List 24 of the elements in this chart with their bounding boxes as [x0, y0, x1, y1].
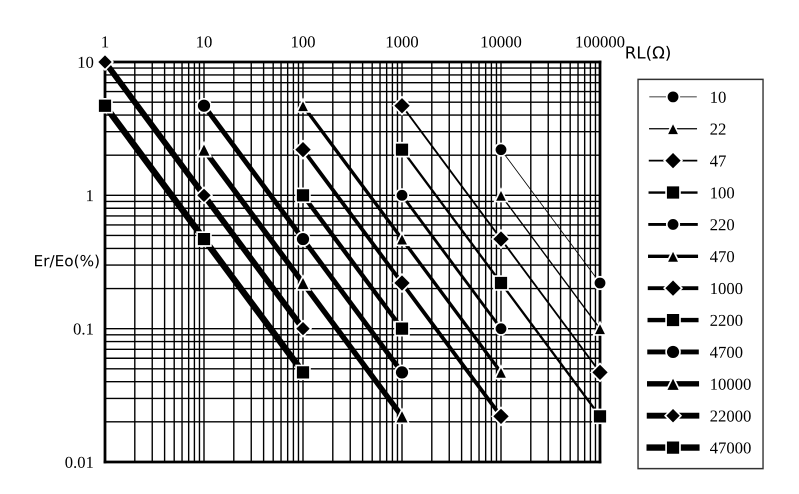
legend-label: 100 — [711, 187, 734, 199]
x-axis-title: RL(Ω) — [626, 46, 670, 61]
legend-label: 10000 — [711, 378, 751, 390]
legend-label: 2200 — [710, 314, 742, 326]
legend-label: 47 — [710, 155, 726, 166]
x-tick-label: 10 — [197, 36, 212, 48]
legend-label: 470 — [710, 251, 734, 262]
y-tick-label: 0.01 — [65, 456, 93, 468]
legend-label: 10 — [711, 92, 726, 103]
x-tick-label: 100 — [292, 36, 315, 48]
y-tick-label: 0.1 — [74, 323, 93, 335]
y-tick-label: 10 — [78, 56, 94, 68]
x-tick-label: 1000 — [386, 36, 418, 48]
x-tick-label: 1 — [102, 36, 108, 48]
legend-label: 220 — [710, 219, 734, 230]
y-axis-title: Er/Eo(%) — [35, 254, 99, 268]
x-tick-label: 100000 — [576, 36, 624, 48]
y-tick-label: 1 — [87, 190, 93, 202]
x-tick-label: 10000 — [482, 36, 522, 48]
legend-label: 1000 — [711, 282, 742, 294]
legend-label: 47000 — [710, 442, 751, 454]
legend-label: 22000 — [710, 410, 751, 422]
legend-label: 22 — [710, 124, 726, 135]
legend-label: 4700 — [710, 346, 742, 358]
